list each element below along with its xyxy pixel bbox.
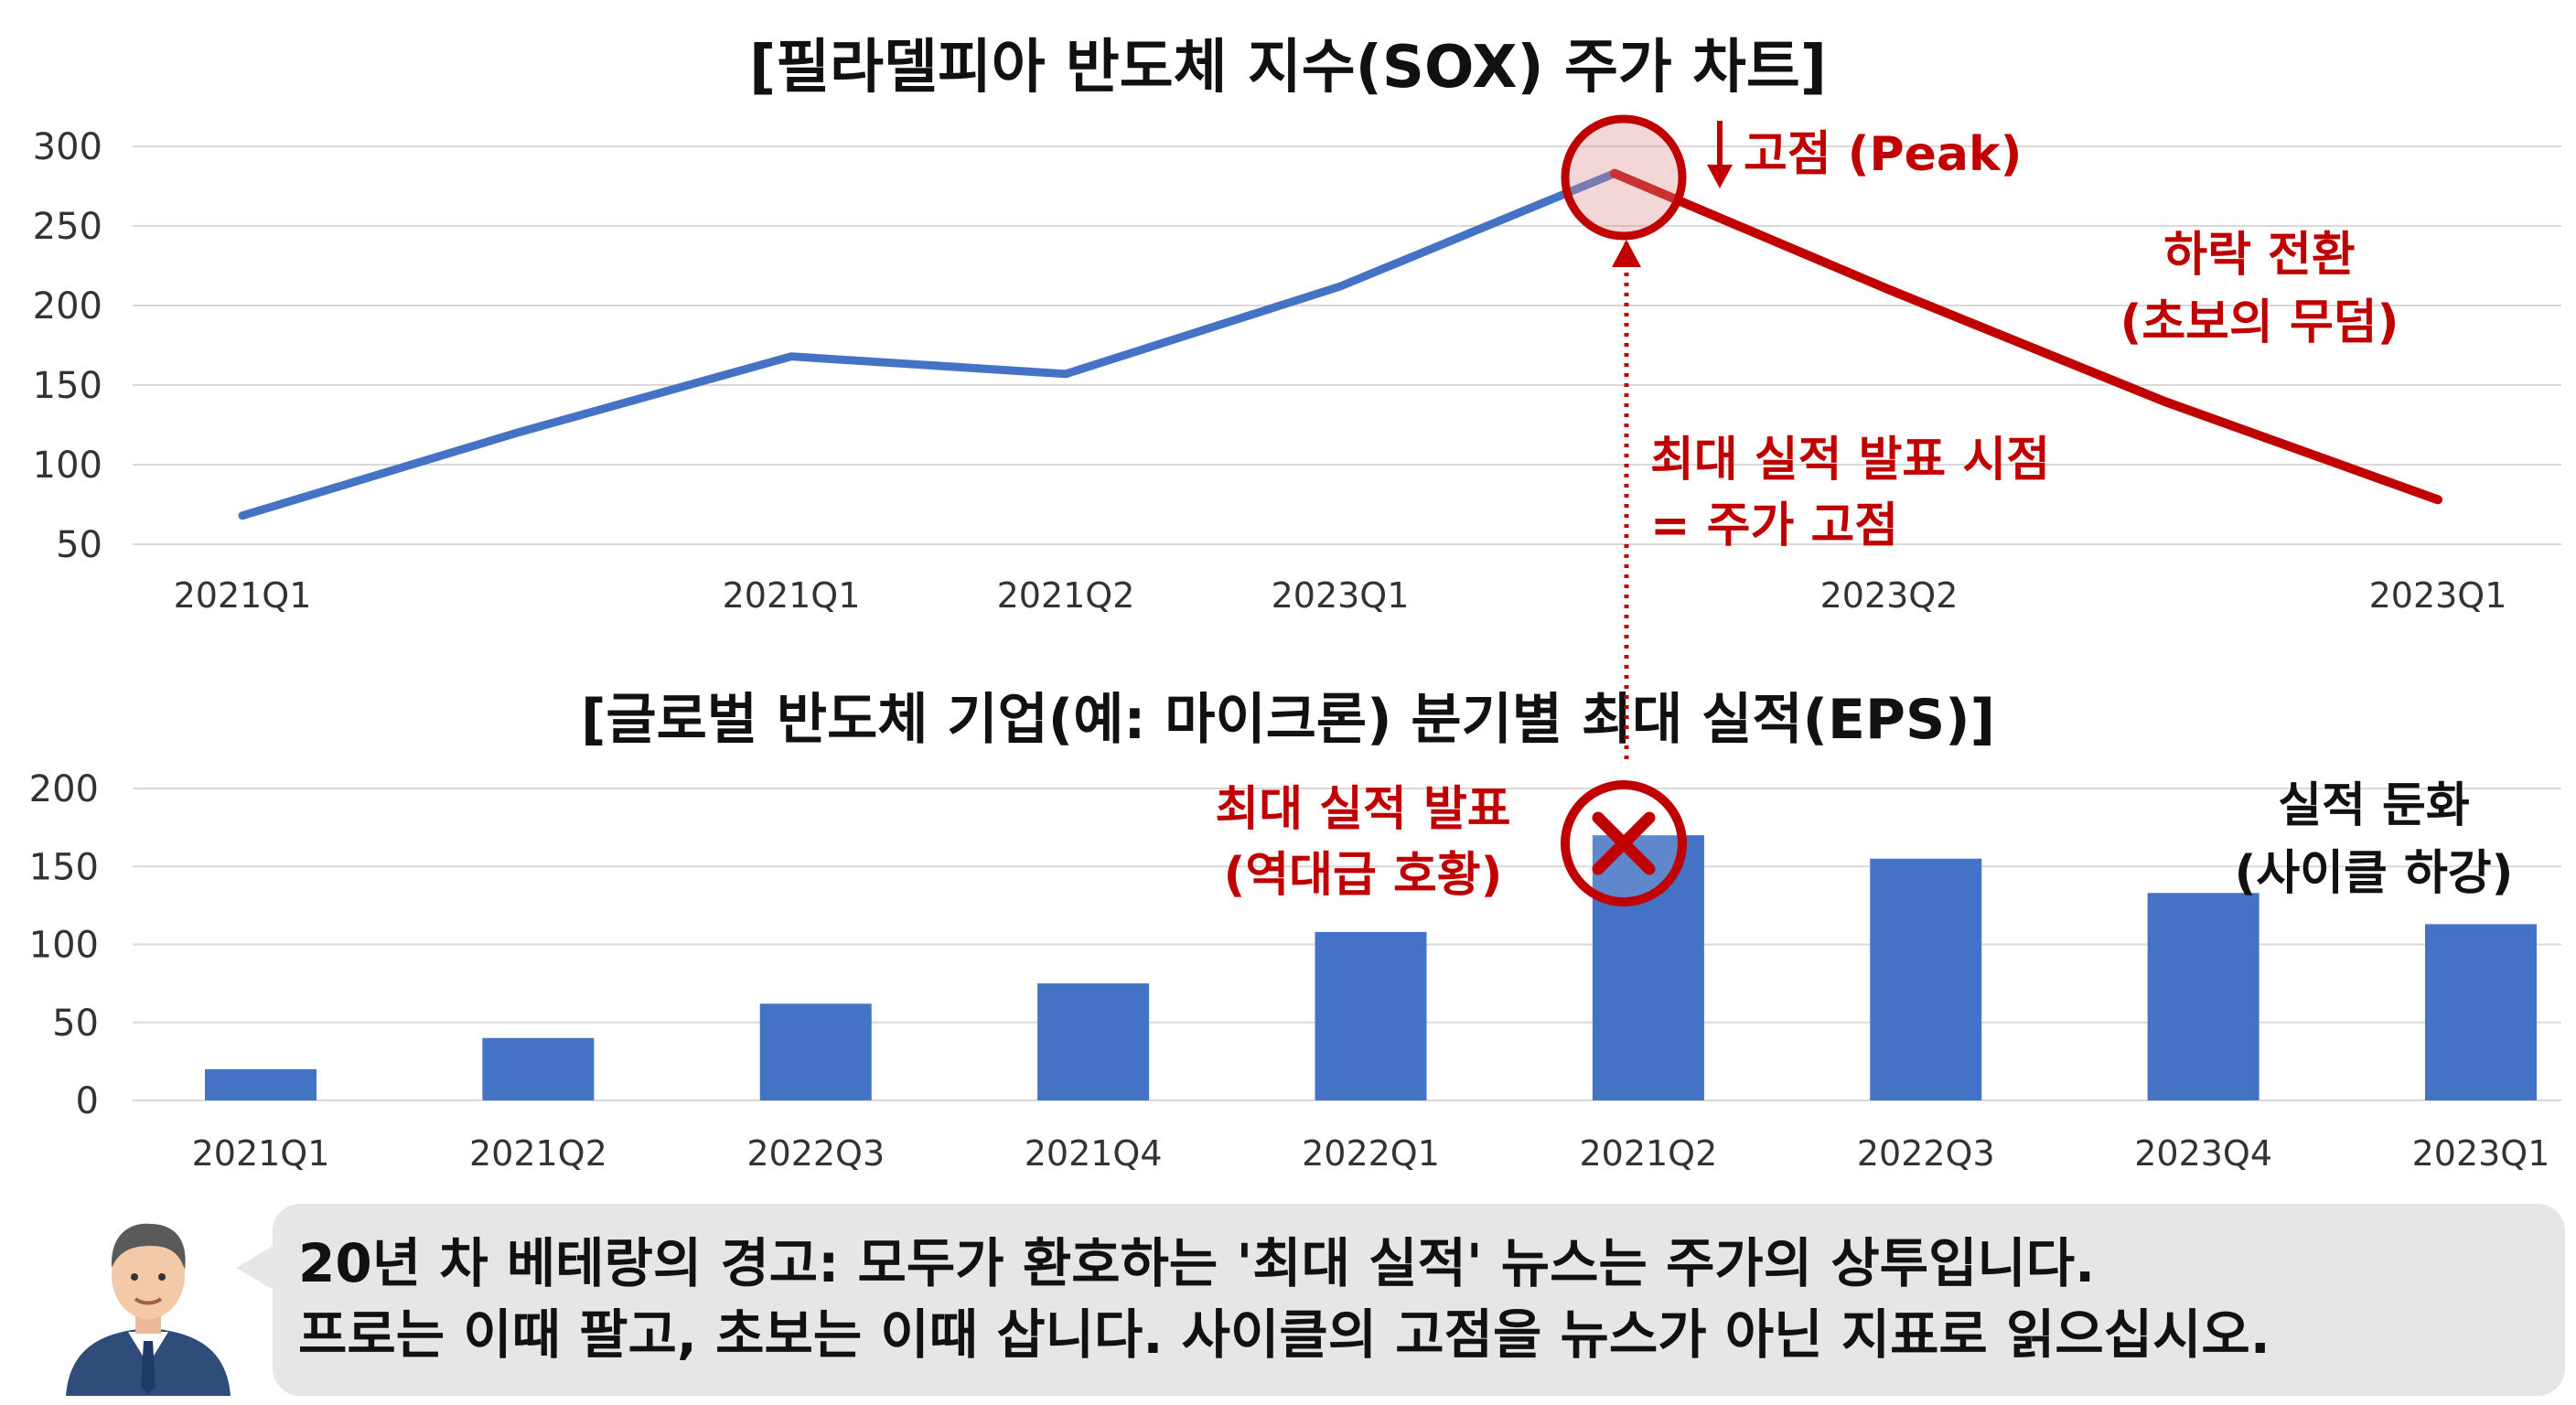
sox-y-tick-label: 250 xyxy=(33,206,102,248)
x-mark-icon xyxy=(1561,780,1687,906)
eps-x-tick-label: 2021Q2 xyxy=(1579,1133,1717,1174)
sox-data-point xyxy=(516,432,518,434)
sox-falling-series-line xyxy=(1610,168,2442,505)
eps-y-tick-label: 0 xyxy=(76,1080,99,1122)
peak-circle-marker-icon xyxy=(1561,114,1687,241)
eps-bar xyxy=(205,1068,317,1100)
peak-label: 고점 (Peak) xyxy=(1744,127,2022,182)
speech-bubble: 20년 차 베테랑의 경고: 모두가 환호하는 '최대 실적' 뉴스는 주가의 … xyxy=(273,1204,2565,1396)
eps-bar xyxy=(1315,931,1427,1100)
sox-y-tick-label: 300 xyxy=(33,126,102,168)
eps-x-tick-label: 2023Q1 xyxy=(2412,1133,2550,1174)
slowdown-label-line1: 실적 둔화 xyxy=(2278,778,2469,833)
sox-data-point xyxy=(1065,372,1067,375)
eps-x-tick-label: 2021Q4 xyxy=(1025,1133,1163,1174)
sox-x-tick-label: 2023Q2 xyxy=(1820,575,1959,616)
sox-chart-title: [필라델피아 반도체 지수(SOX) 주가 차트] xyxy=(748,34,1827,102)
sox-x-tick-label: 2021Q2 xyxy=(997,575,1135,616)
sox-data-point xyxy=(242,514,243,517)
speech-bubble-tail xyxy=(236,1244,276,1292)
eps-bar xyxy=(1870,858,1982,1100)
down-arrow-icon xyxy=(1707,121,1733,188)
sox-y-tick-label: 200 xyxy=(33,285,102,327)
decline-label-line1: 하락 전환 xyxy=(2163,228,2355,283)
slowdown-label-line2: (사이클 하강) xyxy=(2235,846,2514,901)
eps-bar xyxy=(1592,835,1704,1100)
up-arrow-icon xyxy=(1612,240,1641,267)
sox-x-tick-label: 2021Q1 xyxy=(174,575,312,616)
sox-data-point xyxy=(1888,288,1890,291)
eps-x-tick-label: 2021Q2 xyxy=(469,1133,607,1174)
sox-x-tick-label: 2021Q1 xyxy=(723,575,861,616)
eps-bar xyxy=(2147,893,2259,1100)
sox-line-chart: 300 250 200 150 100 50 2021Q1 2021Q1 2021Q2 2023Q… xyxy=(33,126,2561,616)
sox-data-point xyxy=(790,355,792,358)
eps-x-tick-label: 2022Q3 xyxy=(746,1133,885,1174)
max-earnings-label-line1: 최대 실적 발표 시점 xyxy=(1650,433,2050,488)
max-eps-label-line1: 최대 실적 발표 xyxy=(1215,782,1510,837)
charts-canvas: 300 250 200 150 100 50 2021Q1 2021Q1 2021Q2 2023Q… xyxy=(29,114,2561,1174)
speech-line-2: 프로는 이때 팔고, 초보는 이때 삽니다. 사이클의 고점을 뉴스가 아닌 지… xyxy=(298,1303,2270,1366)
eps-y-tick-label: 50 xyxy=(52,1003,99,1045)
sox-y-tick-label: 100 xyxy=(33,445,102,487)
sox-x-tick-label: 2023Q1 xyxy=(2369,575,2507,616)
decline-label-line2: (초보의 무덤) xyxy=(2120,295,2399,350)
eps-y-tick-label: 200 xyxy=(29,768,99,810)
sox-data-point xyxy=(1614,172,1615,175)
eps-x-tick-label: 2021Q1 xyxy=(192,1133,330,1174)
sox-data-point xyxy=(1339,285,1341,288)
eps-chart-title: [글로벌 반도체 기업(예: 마이크론) 분기별 최대 실적(EPS)] xyxy=(580,688,1996,752)
sox-y-tick-label: 50 xyxy=(56,524,102,566)
eps-bar-chart: 200 150 100 50 0 2021Q1 2021Q2 2022Q3 2021Q4 2022… xyxy=(29,768,2561,1174)
speech-line-1: 20년 차 베테랑의 경고: 모두가 환호하는 '최대 실적' 뉴스는 주가의 … xyxy=(298,1232,2096,1294)
eps-bar xyxy=(482,1037,595,1100)
eps-y-tick-label: 100 xyxy=(29,925,99,967)
eps-bar xyxy=(2425,924,2537,1100)
max-eps-label-line2: (역대급 호황) xyxy=(1224,848,1503,903)
eps-x-tick-label: 2023Q4 xyxy=(2134,1133,2272,1174)
sox-data-point xyxy=(2163,400,2164,402)
sox-rising-series-line xyxy=(238,169,1619,520)
max-earnings-label-line2: = 주가 고점 xyxy=(1650,499,1898,553)
sox-y-tick-label: 150 xyxy=(33,365,102,407)
eps-x-tick-label: 2022Q1 xyxy=(1302,1133,1440,1174)
businessman-avatar-icon xyxy=(66,1223,231,1396)
eps-y-tick-label: 150 xyxy=(29,846,99,888)
sox-data-point xyxy=(2437,499,2439,501)
eps-bar xyxy=(759,1003,872,1100)
eps-x-tick-label: 2022Q3 xyxy=(1857,1133,1995,1174)
eps-bar xyxy=(1037,983,1150,1100)
sox-x-tick-label: 2023Q1 xyxy=(1272,575,1410,616)
